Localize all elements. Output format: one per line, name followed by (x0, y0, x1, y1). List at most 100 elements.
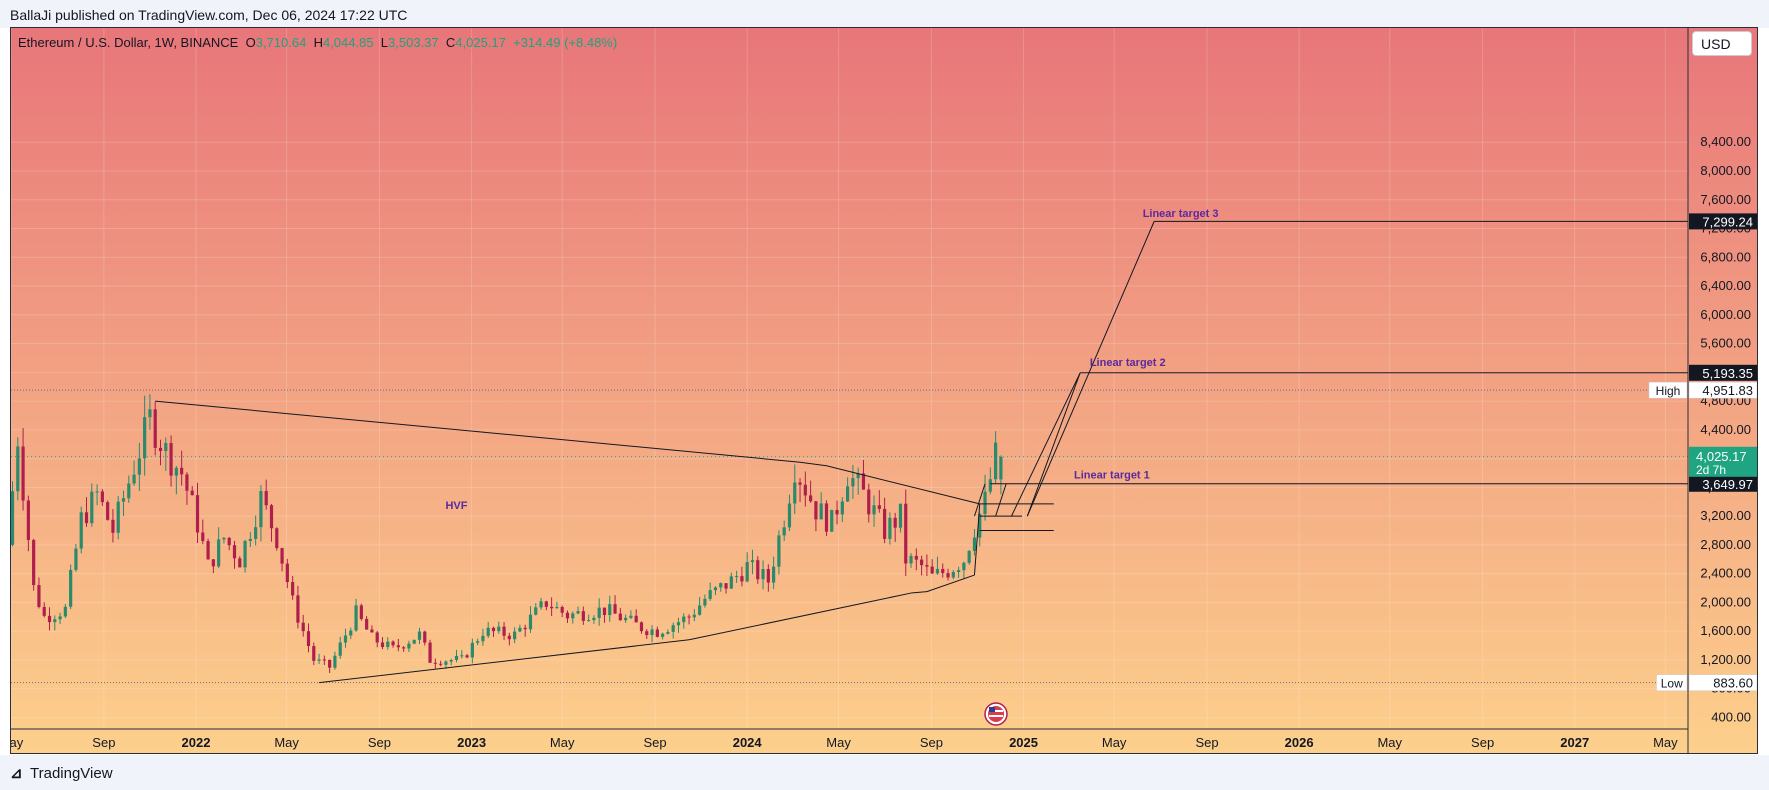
annotation-label: Linear target 2 (1090, 357, 1166, 369)
price-chart[interactable]: Linear target 3 Linear target 2 Linear tar… (11, 28, 1758, 754)
price-axis[interactable]: 400.00800.001,200.001,600.002,000.002,40… (1700, 134, 1751, 724)
price-tick-label: 7,600.00 (1700, 192, 1751, 207)
ref-tag-name-box (1648, 381, 1688, 399)
ref-tag-box (1688, 381, 1757, 399)
candle-body (243, 540, 247, 568)
candle-body (195, 495, 200, 533)
candle-body (756, 560, 760, 580)
candle-body (861, 473, 866, 490)
candle-body (285, 563, 289, 583)
price-axis-tags: 7,299.24 5,193.35 3,649.97 4,951.83 High 883.… (1648, 213, 1757, 691)
candle-body (935, 568, 940, 574)
candle-body (513, 631, 517, 640)
candle-body (608, 604, 612, 616)
candle-body (143, 417, 147, 459)
candle-body (106, 502, 110, 520)
candle-body (359, 605, 363, 619)
candle-body (761, 569, 765, 580)
candle-body (867, 489, 871, 515)
price-tick-label: 1,600.00 (1700, 623, 1751, 638)
ref-tag-name-box (1656, 674, 1688, 691)
symbol-legend[interactable]: Ethereum / U.S. Dollar, 1W, BINANCE O3,7… (18, 35, 617, 50)
current-price-countdown: 2d 7h (1696, 463, 1726, 477)
price-tick-label: 2,800.00 (1700, 537, 1751, 552)
candle-body (962, 562, 966, 571)
candle-body (883, 508, 887, 539)
candle-body (898, 503, 903, 528)
candle-body (909, 555, 913, 564)
candle-body (666, 631, 670, 634)
published-text: BallaJi published on TradingView.com, De… (10, 7, 408, 23)
chart-frame[interactable]: Linear target 3 Linear target 2 Linear tar… (10, 27, 1758, 754)
candle-body (819, 503, 823, 520)
candle-body (26, 500, 30, 540)
trend-line (973, 503, 981, 576)
time-tick-label: Sep (92, 735, 115, 750)
candle-body (576, 611, 580, 614)
candle-body (402, 647, 406, 649)
tradingview-logo[interactable]: ⊿ TradingView (10, 764, 113, 782)
candle-body (354, 605, 358, 631)
candle-body (624, 617, 628, 621)
candles (11, 394, 1003, 674)
candle-body (528, 614, 533, 630)
candle-body (444, 661, 448, 665)
ref-tag-value: 4,951.83 (1702, 383, 1753, 398)
time-tick-label: Sep (920, 735, 943, 750)
trend-line (319, 639, 690, 684)
candle-body (63, 606, 67, 617)
candle-body (11, 491, 15, 545)
time-tick-label: May (11, 735, 24, 750)
candle-body (824, 503, 829, 532)
candle-body (132, 474, 136, 484)
candle-body (21, 446, 25, 501)
trend-line (799, 461, 827, 467)
currency-button[interactable]: USD (1692, 31, 1752, 56)
ref-tag-name: High (1656, 384, 1681, 398)
candle-body (597, 607, 601, 618)
low-label: L (380, 35, 389, 50)
time-tick-label: Sep (644, 735, 667, 750)
candle-body (386, 641, 390, 648)
price-tick-label: 1,200.00 (1700, 652, 1751, 667)
candle-body (227, 537, 231, 546)
candle-body (941, 568, 945, 574)
time-tick-label: May (1377, 735, 1402, 750)
price-tick-label: 5,600.00 (1700, 336, 1751, 351)
candle-body (978, 514, 982, 538)
candle-body (74, 548, 78, 570)
trend-line (926, 574, 975, 593)
reference-lines (11, 389, 1688, 684)
time-tick-label: Sep (368, 735, 391, 750)
candle-body (264, 491, 268, 506)
ref-tag-box (1688, 674, 1757, 691)
candle-body (238, 558, 242, 568)
candle-body (481, 635, 485, 642)
trend-lines (155, 220, 1688, 684)
us-flag-icon[interactable] (984, 702, 1008, 726)
candle-body (502, 626, 506, 636)
candle-body (676, 622, 681, 626)
candle-body (782, 527, 786, 536)
time-axis[interactable]: May Sep 2022 May Sep 2023 May Sep 2024 May Sep 2025… (11, 735, 1678, 750)
time-tick-label: May (274, 735, 299, 750)
candle-body (190, 490, 194, 496)
price-tag-label: 3,649.97 (1702, 477, 1753, 492)
price-tick-label: 4,400.00 (1700, 422, 1751, 437)
candle-body (893, 517, 897, 528)
candle-body (830, 509, 834, 532)
candle-body (692, 614, 696, 618)
candle-body (814, 501, 818, 520)
candle-body (137, 458, 141, 475)
candle-body (449, 660, 453, 662)
candle-body (439, 663, 443, 665)
candle-body (904, 503, 908, 564)
candle-body (914, 555, 918, 560)
candle-body (317, 659, 321, 661)
candle-body (454, 655, 459, 661)
candle-body (920, 559, 924, 566)
candle-body (994, 442, 998, 480)
candle-body (592, 617, 596, 621)
candle-body (343, 635, 348, 643)
candle-body (872, 505, 876, 515)
